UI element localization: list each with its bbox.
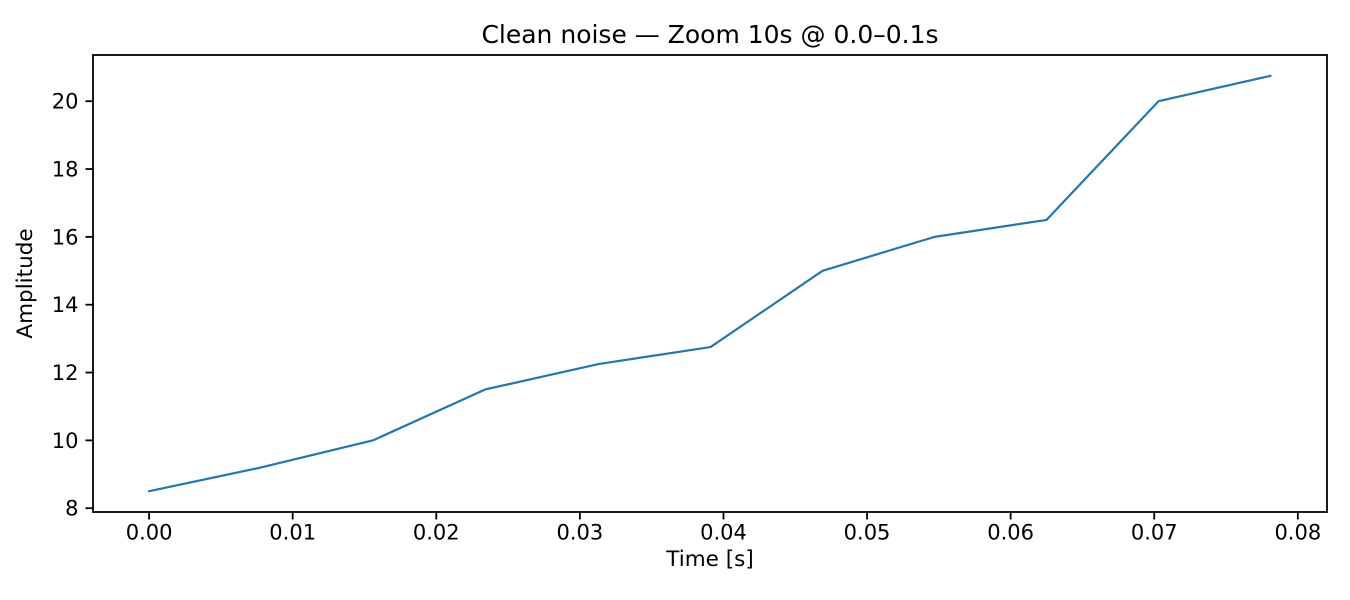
plot-border: [92, 54, 1328, 513]
chart-title: Clean noise — Zoom 10s @ 0.0–0.1s: [481, 20, 938, 49]
x-tick-label: 0.04: [700, 521, 747, 545]
y-ticks: 8 10 12 14 16 18 20: [52, 90, 93, 521]
x-tick-label: 0.03: [556, 521, 603, 545]
y-tick-label: 16: [52, 225, 79, 249]
x-tick-label: 0.08: [1274, 521, 1321, 545]
x-tick-label: 0.06: [987, 521, 1034, 545]
x-tick-label: 0.07: [1131, 521, 1178, 545]
data-line: [147, 74, 1272, 493]
y-tick-label: 20: [52, 90, 79, 114]
x-ticks: 0.00 0.01 0.02 0.03 0.04 0.05 0.06 0.07 0.08: [126, 512, 1321, 545]
y-tick-label: 8: [65, 497, 78, 521]
y-axis-label: Amplitude: [13, 228, 38, 338]
x-tick-label: 0.02: [413, 521, 460, 545]
x-tick-label: 0.01: [269, 521, 316, 545]
x-tick-label: 0.05: [844, 521, 891, 545]
y-tick-label: 12: [52, 361, 79, 385]
x-tick-label: 0.00: [126, 521, 173, 545]
y-tick-label: 18: [52, 158, 79, 182]
y-tick-label: 10: [52, 429, 79, 453]
x-axis-label: Time [s]: [665, 547, 753, 572]
y-tick-label: 14: [52, 293, 79, 317]
